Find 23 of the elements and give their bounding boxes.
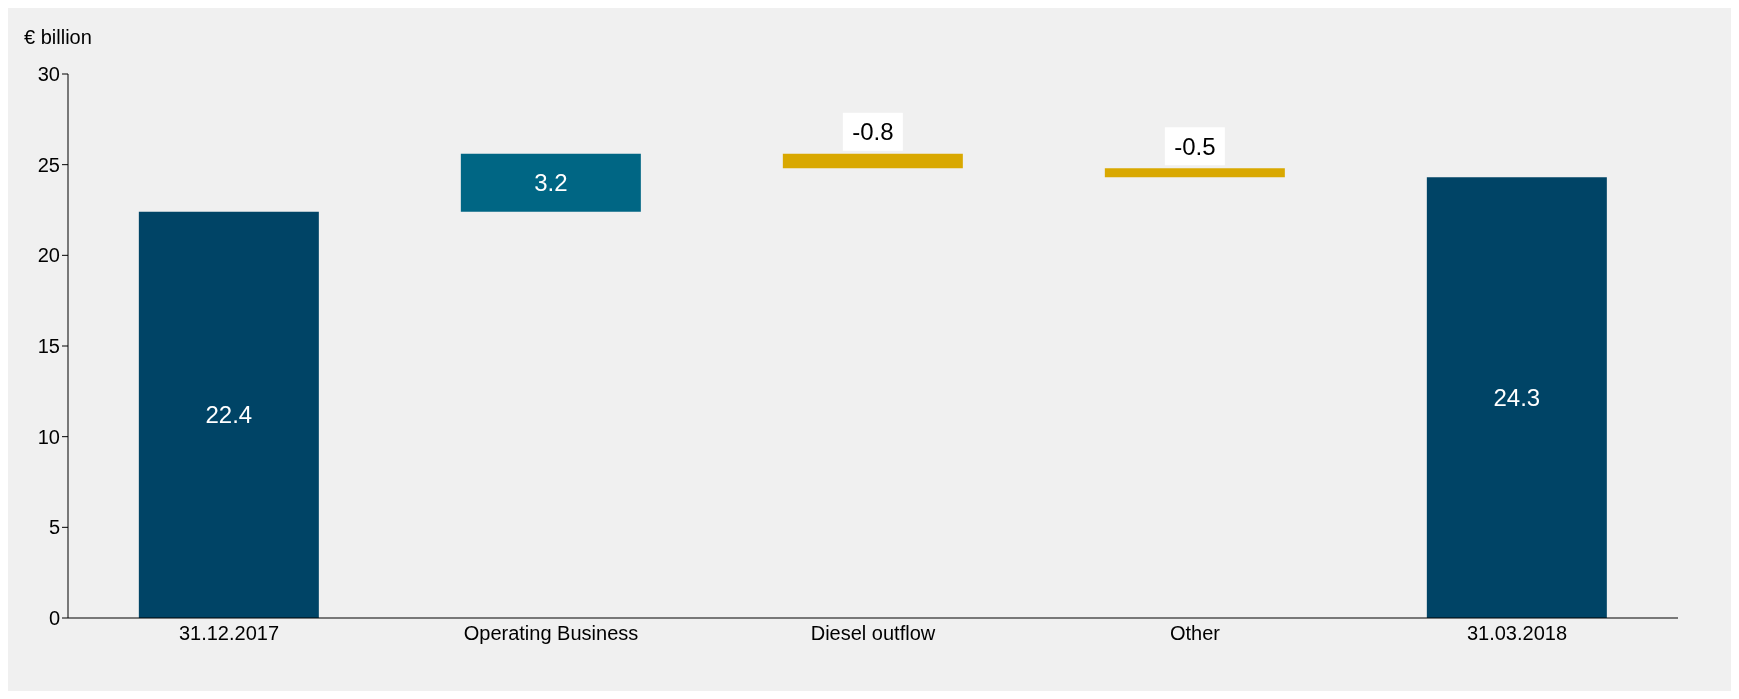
bar <box>1104 168 1285 178</box>
data-label: 24.3 <box>1493 384 1541 412</box>
y-tick-label: 5 <box>48 516 60 539</box>
y-axis-title: € billion <box>24 26 92 49</box>
data-label: -0.8 <box>852 118 894 146</box>
bar <box>1426 177 1607 618</box>
y-tick-label: 0 <box>48 607 60 630</box>
x-tick-label: 31.12.2017 <box>178 622 280 645</box>
y-tick-label: 10 <box>37 425 60 448</box>
bar <box>782 153 963 169</box>
y-tick-label: 30 <box>37 63 60 86</box>
x-tick-label: Diesel outflow <box>810 622 936 645</box>
y-tick-label: 15 <box>37 335 60 358</box>
data-label: 3.2 <box>534 169 568 197</box>
data-label: -0.5 <box>1174 132 1216 160</box>
data-label: 22.4 <box>205 401 253 429</box>
bar <box>460 153 641 212</box>
x-tick-label: Operating Business <box>463 622 639 645</box>
bar <box>138 211 319 618</box>
x-tick-label: Other <box>1169 622 1221 645</box>
x-tick-label: 31.03.2018 <box>1466 622 1568 645</box>
y-tick-label: 25 <box>37 153 60 176</box>
y-tick-label: 20 <box>37 244 60 267</box>
